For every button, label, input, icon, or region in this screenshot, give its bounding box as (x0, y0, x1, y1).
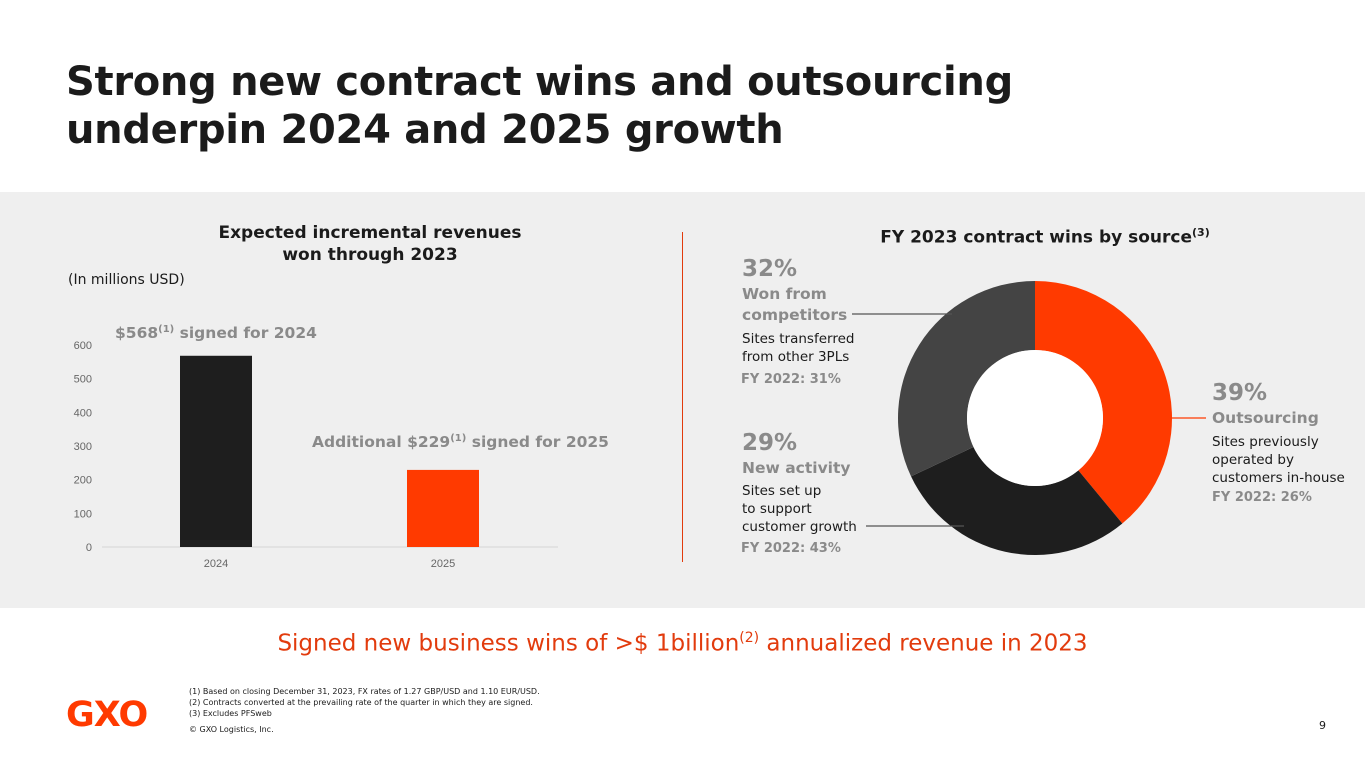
y-tick-label: 500 (74, 374, 92, 386)
slice-desc-outsourcing-line-3: customers in-house (1212, 470, 1345, 486)
slice-label-competitors-line-1: Won from (742, 285, 827, 303)
bar-2025 (407, 469, 479, 547)
slice-desc-competitors: Sites transferred from other 3PLs (742, 330, 854, 366)
y-tick-label: 600 (74, 340, 92, 352)
bar-annotation-2024-text: signed for 2024 (174, 324, 317, 343)
slice-desc-competitors-line-2: from other 3PLs (742, 349, 850, 365)
slice-new-activity (911, 446, 1123, 555)
donut-slices (898, 281, 1172, 555)
donut-chart-title: FY 2023 contract wins by source(3) (855, 222, 1235, 249)
y-tick-label: 0 (86, 542, 92, 554)
x-tick-label: 2024 (204, 558, 228, 570)
bar-annotation-2024-amount: $568 (115, 324, 159, 343)
slice-desc-outsourcing-line-1: Sites previously (1212, 434, 1319, 450)
section-divider (682, 232, 683, 562)
page-title: Strong new contract wins and outsourcing… (66, 58, 1066, 154)
bar-chart-title: Expected incremental revenues won throug… (170, 222, 570, 266)
bar-chart-title-line-1: Expected incremental revenues (218, 223, 522, 243)
slice-pct-competitors: 32% (742, 256, 798, 282)
donut-chart-title-footnote-ref: (3) (1192, 226, 1210, 239)
bar-annotation-2024: $568(1) signed for 2024 (115, 324, 317, 342)
y-tick-label: 200 (74, 475, 92, 487)
slice-prior-competitors: FY 2022: 31% (741, 372, 841, 387)
slice-desc-new-activity-line-2: to support (742, 501, 812, 517)
y-tick-label: 100 (74, 508, 92, 520)
slice-prior-outsourcing: FY 2022: 26% (1212, 490, 1312, 505)
tagline-text: Signed new business wins of >$ 1billion (277, 630, 740, 657)
bar-annotation-2025-amount: Additional $229 (312, 433, 451, 452)
tagline: Signed new business wins of >$ 1billion(… (0, 630, 1365, 657)
slice-pct-outsourcing: 39% (1212, 380, 1268, 406)
footnote-2: (2) Contracts converted at the prevailin… (189, 698, 533, 707)
slice-label-competitors: Won from competitors (742, 284, 847, 326)
bar-annotation-2024-footnote-ref: (1) (158, 324, 175, 335)
copyright: © GXO Logistics, Inc. (189, 725, 274, 734)
slice-label-competitors-line-2: competitors (742, 306, 848, 324)
units-note: (In millions USD) (68, 272, 185, 288)
bar-annotation-2025-footnote-ref: (1) (450, 433, 467, 444)
page-title-line-2: underpin 2024 and 2025 growth (66, 107, 784, 153)
gxo-logo: GXO (66, 695, 148, 735)
slice-pct-new-activity: 29% (742, 430, 798, 456)
x-tick-label: 2025 (431, 558, 455, 570)
slice-desc-new-activity: Sites set up to support customer growth (742, 482, 857, 536)
slice-outsourcing (1035, 281, 1172, 524)
slice-desc-new-activity-line-3: customer growth (742, 519, 857, 535)
donut-chart-title-text: FY 2023 contract wins by source (880, 227, 1193, 248)
slice-label-outsourcing: Outsourcing (1212, 409, 1319, 427)
bar-annotation-2025-text: signed for 2025 (466, 433, 609, 452)
page-number: 9 (1319, 719, 1326, 732)
y-tick-label: 400 (74, 407, 92, 419)
footnote-1: (1) Based on closing December 31, 2023, … (189, 687, 540, 696)
bar-chart-title-line-2: won through 2023 (282, 245, 458, 265)
slice-desc-new-activity-line-1: Sites set up (742, 483, 822, 499)
slice-desc-outsourcing: Sites previously operated by customers i… (1212, 433, 1345, 487)
slice-prior-new-activity: FY 2022: 43% (741, 541, 841, 556)
tagline-footnote-ref: (2) (739, 630, 760, 646)
bar-2024 (180, 355, 252, 547)
tagline-suffix: annualized revenue in 2023 (759, 630, 1088, 657)
slice-competitors (898, 281, 1035, 477)
y-tick-label: 300 (74, 441, 92, 453)
slice-desc-competitors-line-1: Sites transferred (742, 331, 855, 347)
footnote-3: (3) Excludes PFSweb (189, 709, 272, 718)
bar-annotation-2025: Additional $229(1) signed for 2025 (312, 433, 609, 451)
slice-desc-outsourcing-line-2: operated by (1212, 452, 1294, 468)
slice-label-new-activity: New activity (742, 459, 851, 477)
donut-hole (967, 350, 1103, 486)
page-title-line-1: Strong new contract wins and outsourcing (66, 59, 1013, 105)
footnotes: (1) Based on closing December 31, 2023, … (189, 686, 540, 719)
